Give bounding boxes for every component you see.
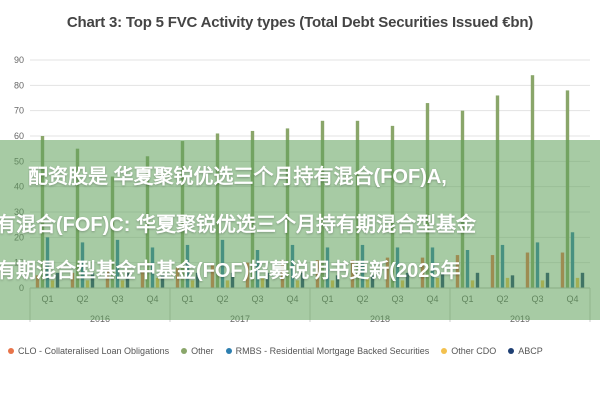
legend-swatch: [8, 348, 14, 354]
legend-swatch: [441, 348, 448, 354]
legend-swatch: [508, 348, 515, 354]
y-tick-label: 90: [14, 55, 24, 65]
legend-label: RMBS - Residential Mortgage Backed Secur…: [235, 346, 430, 356]
legend-item: ABCP: [508, 346, 543, 356]
overlay-line-3: 有期混合型基金中基金(FOF)招募说明书更新(2025年: [0, 260, 461, 282]
overlay-line-2: 有混合(FOF)C: 华夏聚锐优选三个月持有期混合型基金: [0, 214, 476, 236]
legend-label: Other CDO: [451, 346, 497, 356]
legend-label: Other: [191, 346, 214, 356]
legend-label: ABCP: [518, 346, 543, 356]
overlay-line-1: 配资股是 华夏聚锐优选三个月持有混合(FOF)A,: [28, 166, 447, 188]
chart-title: Chart 3: Top 5 FVC Activity types (Total…: [66, 14, 534, 31]
chart-legend: CLO - Collateralised Loan Obligations Oth…: [8, 346, 598, 356]
legend-item: RMBS - Residential Mortgage Backed Secur…: [225, 346, 430, 356]
legend-item: Other: [181, 346, 214, 356]
legend-swatch: [225, 348, 232, 354]
y-tick-label: 70: [14, 106, 24, 116]
y-tick-label: 60: [14, 131, 24, 141]
legend-item: Other CDO: [441, 346, 496, 356]
watermark-overlay: 配资股是 华夏聚锐优选三个月持有混合(FOF)A, 有混合(FOF)C: 华夏聚…: [0, 140, 600, 320]
legend-item: CLO - Collateralised Loan Obligations: [8, 346, 169, 356]
legend-swatch: [181, 348, 188, 354]
y-tick-label: 80: [14, 80, 24, 90]
legend-label: CLO - Collateralised Loan Obligations: [18, 346, 170, 356]
